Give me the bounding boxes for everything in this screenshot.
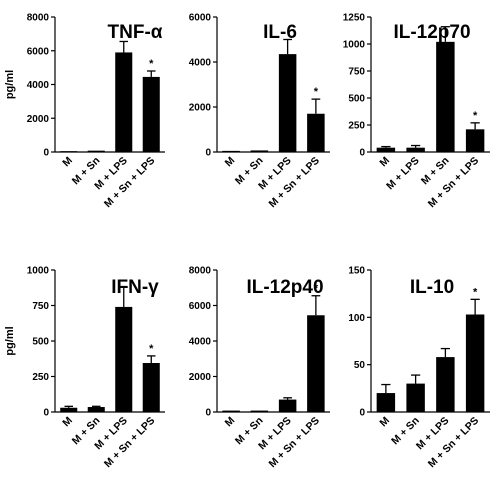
category-label: M (223, 154, 238, 169)
y-tick-label: 0 (359, 148, 365, 159)
y-tick-label: 750 (32, 301, 49, 312)
bar-1 (222, 150, 240, 152)
significance-marker: * (314, 283, 319, 295)
y-tick-label: 50 (354, 360, 366, 371)
y-axis-label: pg/ml (4, 326, 16, 355)
chart-title: IFN-γ (111, 277, 159, 298)
bar-3 (436, 357, 455, 412)
bar-2 (250, 150, 269, 152)
y-tick-label: 250 (32, 372, 49, 383)
bar-1 (60, 407, 78, 412)
y-tick-label: 0 (205, 408, 211, 419)
y-tick-label: 2000 (189, 103, 212, 114)
bar-4 (142, 76, 160, 152)
significance-marker: * (149, 343, 154, 355)
y-tick-label: 0 (43, 408, 49, 419)
y-tick-label: 1250 (343, 13, 366, 24)
y-tick-label: 2000 (189, 372, 212, 383)
bar-2 (87, 407, 105, 412)
y-tick-label: 100 (348, 313, 365, 324)
chart-title: IL-10 (410, 277, 454, 298)
category-label: M (377, 154, 392, 169)
category-label: M + LPS (384, 155, 422, 193)
y-tick-label: 4000 (189, 337, 212, 348)
y-tick-label: 6000 (189, 13, 212, 24)
chart-title: IL-6 (263, 22, 297, 43)
y-tick-label: 8000 (27, 13, 50, 24)
bar-3 (436, 41, 455, 153)
significance-marker: * (314, 86, 319, 98)
category-label: M (377, 414, 392, 429)
bar-3 (115, 52, 133, 152)
y-tick-label: 1000 (343, 40, 366, 51)
y-tick-label: 250 (348, 121, 365, 132)
bar-1 (222, 410, 240, 412)
y-tick-label: 6000 (27, 46, 50, 57)
bar-1 (376, 147, 396, 152)
bar-4 (307, 315, 325, 412)
category-label: M + Sn + LPS (266, 415, 322, 471)
bar-4 (465, 129, 485, 152)
y-tick-label: 0 (205, 148, 211, 159)
y-tick-label: 4000 (27, 80, 50, 91)
bar-2 (406, 147, 425, 152)
bar-2 (87, 150, 105, 152)
y-tick-label: 4000 (189, 58, 212, 69)
category-label: M (223, 414, 238, 429)
chart-title: IL-12p40 (246, 277, 323, 298)
bar-1 (376, 393, 396, 412)
y-tick-label: 0 (43, 148, 49, 159)
category-label: M (60, 414, 75, 429)
y-tick-label: 750 (348, 67, 365, 78)
bar-3 (115, 306, 133, 412)
bar-2 (406, 383, 425, 412)
chart-title: TNF-α (108, 22, 163, 43)
y-tick-label: 500 (32, 337, 49, 348)
chart-title: IL-12p70 (393, 22, 470, 43)
bar-2 (250, 410, 269, 412)
category-label: M (60, 154, 75, 169)
category-label: M + Sn + LPS (266, 155, 322, 211)
bar-4 (142, 363, 160, 412)
y-tick-label: 8000 (189, 266, 212, 277)
significance-marker: * (473, 110, 478, 122)
y-axis-label: pg/ml (4, 70, 16, 99)
y-tick-label: 500 (348, 94, 365, 105)
y-tick-label: 1000 (27, 266, 50, 277)
bar-4 (465, 314, 485, 412)
y-tick-label: 2000 (27, 114, 50, 125)
y-tick-label: 0 (359, 408, 365, 419)
bar-1 (60, 151, 78, 152)
bar-4 (307, 113, 325, 152)
significance-marker: * (473, 286, 478, 298)
significance-marker: * (149, 58, 154, 70)
y-tick-label: 6000 (189, 301, 212, 312)
y-tick-label: 150 (348, 266, 365, 277)
bar-3 (278, 54, 297, 152)
bar-3 (278, 399, 297, 412)
